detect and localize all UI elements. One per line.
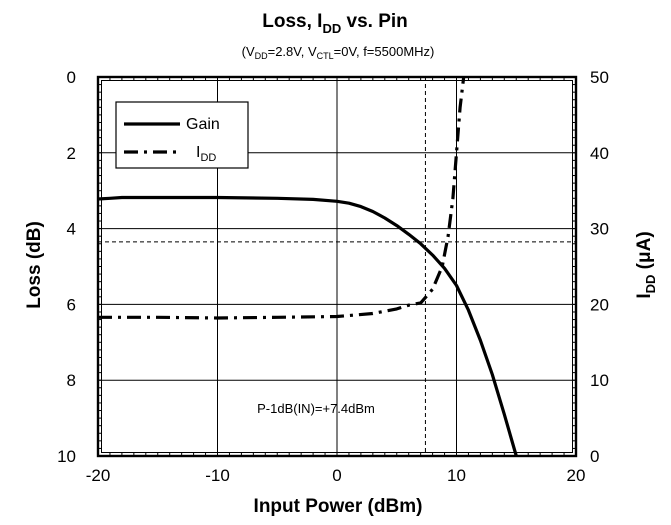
chart-title: Loss, IDD vs. Pin	[262, 11, 408, 36]
y-left-tick-label: 8	[67, 371, 76, 390]
x-tick-label: -20	[86, 466, 111, 485]
x-tick-label: 0	[332, 466, 341, 485]
y-left-tick-label: 0	[67, 68, 76, 87]
x-axis-label: Input Power (dBm)	[254, 496, 423, 517]
y-right-tick-label: 30	[590, 220, 609, 239]
y-left-tick-label: 6	[67, 295, 76, 314]
y-axis-label-right: IDD (μA)	[634, 231, 658, 298]
plot-frame	[96, 75, 578, 458]
y-right-tick-label: 40	[590, 144, 609, 163]
y-right-tick-label: 50	[590, 68, 609, 87]
legend-box	[115, 101, 249, 169]
y-left-tick-label: 2	[67, 144, 76, 163]
p1db-annotation: P-1dB(IN)=+7.4dBm	[257, 401, 375, 416]
x-tick-label: 20	[567, 466, 586, 485]
series-idd-line	[98, 76, 466, 320]
series-gain-line	[97, 195, 518, 457]
legend-gain-label: Gain	[186, 116, 220, 133]
y-right-tick-label: 20	[590, 295, 609, 314]
x-tick-label: 10	[447, 466, 466, 485]
reference-lines	[98, 77, 576, 456]
y-axis-label-left: Loss (dB)	[24, 221, 45, 309]
legend-idd-label: IDD	[196, 144, 216, 164]
chart-subtitle: (VDD=2.8V, VCTL=0V, f=5500MHz)	[242, 44, 435, 61]
y-right-tick-label: 0	[590, 447, 599, 466]
y-left-tick-label: 10	[57, 447, 76, 466]
y-right-tick-label: 10	[590, 371, 609, 390]
x-tick-label: -10	[205, 466, 230, 485]
y-left-tick-label: 4	[67, 220, 76, 239]
legend: Gain IDD	[115, 101, 249, 169]
series-layer	[97, 76, 518, 457]
